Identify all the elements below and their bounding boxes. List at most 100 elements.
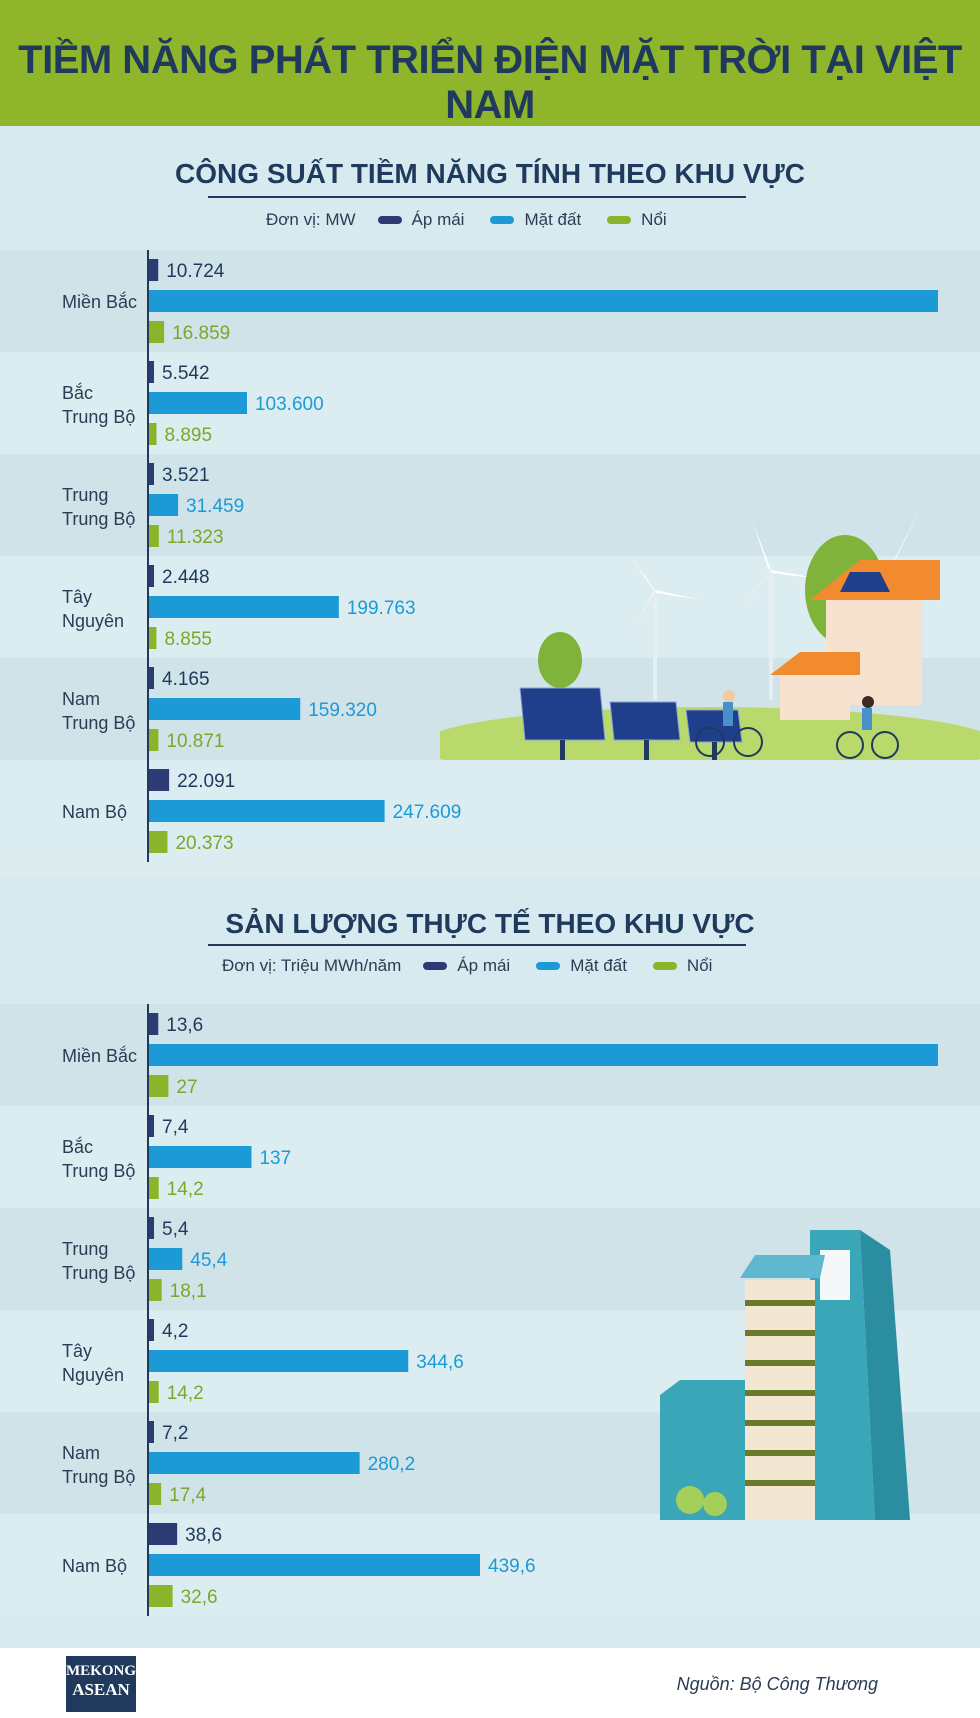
legend-label: Áp mái — [411, 210, 465, 229]
bar-mat-dat — [148, 596, 339, 618]
legend-item-mat-dat: Mặt đất — [490, 210, 581, 230]
bar-ap-mai — [148, 1319, 154, 1341]
legend-item-ap-mai: Áp mái — [423, 956, 510, 976]
solar-panel-icon — [609, 701, 681, 760]
data-label: 32,6 — [181, 1587, 218, 1608]
data-label: 344,6 — [416, 1352, 464, 1373]
category-label: Trung Trung Bộ — [62, 485, 135, 529]
bar-noi — [148, 1177, 159, 1199]
category-label: Miền Bắc — [62, 291, 137, 312]
bar-mat-dat — [148, 494, 179, 516]
unit-label: Đơn vị: Triệu MWh/năm — [222, 956, 402, 975]
bush — [538, 632, 582, 688]
legend-label: Nổi — [641, 210, 667, 229]
bar-mat-dat — [148, 1350, 409, 1372]
data-label: 439,6 — [488, 1556, 536, 1577]
data-label: 16.859 — [172, 323, 230, 344]
legend-label: Nổi — [686, 956, 713, 975]
bar-mat-dat — [148, 392, 247, 414]
unit-label: Đơn vị: MW — [266, 210, 356, 229]
data-label: 14,2 — [167, 1179, 204, 1200]
cyclist-icon — [695, 690, 763, 757]
title-underline — [208, 196, 746, 198]
legend-label: Áp mái — [457, 956, 511, 975]
data-label: 27 — [176, 1077, 197, 1098]
bar-noi — [148, 423, 157, 445]
page-title: TIỀM NĂNG PHÁT TRIỂN ĐIỆN MẶT TRỜI TẠI V… — [18, 38, 962, 127]
bar-noi — [148, 831, 168, 853]
bar-ap-mai — [148, 463, 154, 485]
house-icon — [770, 535, 940, 720]
category-label: Bắc Trung Bộ — [62, 382, 135, 427]
data-label: 3.521 — [162, 465, 210, 486]
data-label: 14,2 — [167, 1383, 204, 1404]
bar-ap-mai — [148, 769, 170, 791]
bar-noi — [148, 321, 165, 343]
solar-roof-icon — [740, 1255, 825, 1278]
data-label: 17,4 — [169, 1485, 206, 1506]
bar-mat-dat — [148, 1146, 252, 1168]
legend-item-mat-dat: Mặt đất — [536, 956, 627, 976]
bar-mat-dat — [148, 698, 301, 720]
solar-panel-icon — [519, 687, 606, 760]
legend-label: Mặt đất — [570, 956, 627, 975]
bar-noi — [148, 729, 159, 751]
bar-mat-dat — [148, 1044, 938, 1066]
category-label: Tây Nguyên — [62, 1341, 124, 1385]
header-banner: TIỀM NĂNG PHÁT TRIỂN ĐIỆN MẶT TRỜI TẠI V… — [0, 0, 980, 127]
tower-icon — [810, 1230, 875, 1520]
data-label: 10.871 — [166, 731, 224, 752]
data-label: 10.724 — [166, 261, 225, 282]
green-building-illustration — [660, 1230, 910, 1520]
bar-ap-mai — [148, 259, 159, 281]
category-label: Tây Nguyên — [62, 587, 124, 631]
legend-label: Mặt đất — [524, 210, 582, 229]
bar-noi — [148, 627, 157, 649]
data-label: 22.091 — [177, 771, 235, 792]
data-label: 20.373 — [175, 833, 233, 854]
data-label: 1.046 — [884, 1046, 932, 1067]
bar-noi — [148, 525, 159, 547]
data-label: 280,2 — [368, 1454, 416, 1475]
data-label: 8.895 — [164, 425, 212, 446]
data-label: 199.763 — [347, 598, 416, 619]
legend-swatch — [490, 216, 515, 224]
cyclist-icon — [836, 696, 899, 759]
bar-mat-dat — [148, 800, 385, 822]
category-label: Bắc Trung Bộ — [62, 1136, 135, 1181]
bar-ap-mai — [148, 1421, 154, 1443]
data-label: 45,4 — [190, 1250, 227, 1271]
data-label: 5.542 — [162, 363, 210, 384]
data-label: 2.448 — [162, 567, 210, 588]
bar-mat-dat — [148, 1248, 183, 1270]
bar-noi — [148, 1075, 169, 1097]
bar-mat-dat — [148, 1554, 481, 1576]
data-label: 103.600 — [255, 394, 324, 415]
bar-noi — [148, 1381, 159, 1403]
data-label: 38,6 — [185, 1525, 222, 1546]
data-label: 7,4 — [162, 1117, 189, 1138]
legend-item-noi: Nổi — [652, 956, 713, 976]
legend-item-ap-mai: Áp mái — [377, 210, 465, 230]
category-label: Miền Bắc — [62, 1045, 137, 1066]
chart-title: SẢN LƯỢNG THỰC TẾ THEO KHU VỰC — [225, 908, 755, 939]
bar-noi — [148, 1483, 162, 1505]
chart-title: CÔNG SUẤT TIỀM NĂNG TÍNH THEO KHU VỰC — [175, 158, 805, 189]
bar-mat-dat — [148, 290, 938, 312]
data-label: 137 — [259, 1148, 291, 1169]
category-label: Trung Trung Bộ — [62, 1239, 135, 1283]
wind-turbine-icon — [740, 520, 828, 700]
footer: MEKONG ASEAN Nguồn: Bộ Công Thương — [0, 1648, 980, 1718]
bar-ap-mai — [148, 1115, 154, 1137]
tree-icon — [703, 1492, 727, 1516]
legend-swatch — [377, 216, 402, 224]
bar-ap-mai — [148, 1013, 159, 1035]
wind-turbine-icon — [630, 555, 702, 700]
bar-noi — [148, 1585, 173, 1607]
brand-logo: MEKONG ASEAN — [66, 1656, 136, 1712]
solar-wind-illustration — [440, 498, 980, 760]
legend-swatch — [423, 962, 448, 970]
data-label: 5,4 — [162, 1219, 189, 1240]
bar-ap-mai — [148, 667, 154, 689]
data-label: 18,1 — [170, 1281, 207, 1302]
